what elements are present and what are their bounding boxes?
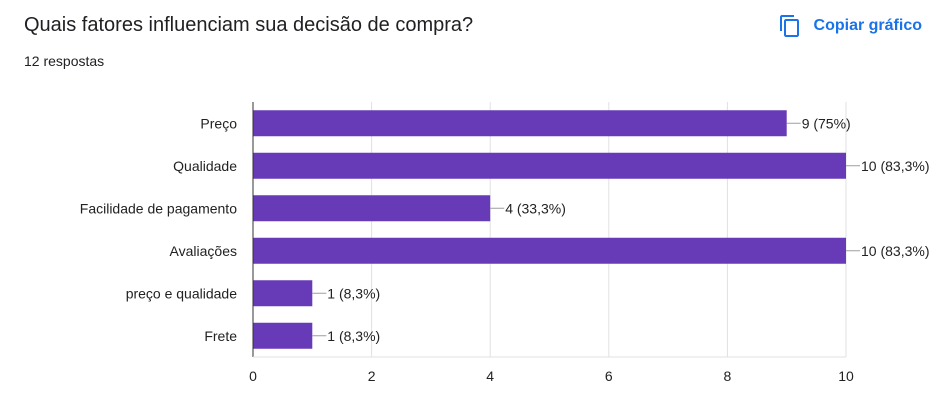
data-label: 1 (8,3%) — [327, 328, 380, 344]
data-label: 9 (75%) — [802, 115, 851, 131]
x-tick-label: 10 — [838, 368, 854, 384]
copy-chart-button[interactable]: Copiar gráfico — [778, 9, 922, 43]
category-label: Preço — [200, 115, 237, 131]
category-label: Qualidade — [173, 158, 237, 174]
bar — [253, 110, 787, 137]
bar — [253, 237, 846, 264]
bar — [253, 195, 491, 222]
x-tick-label: 6 — [605, 368, 613, 384]
x-tick-label: 0 — [249, 368, 257, 384]
chart-title: Quais fatores influenciam sua decisão de… — [24, 14, 474, 36]
data-label: 1 (8,3%) — [327, 285, 380, 301]
data-label: 4 (33,3%) — [505, 200, 566, 216]
bar — [253, 152, 846, 179]
category-label: preço e qualidade — [126, 285, 238, 301]
copy-chart-label: Copiar gráfico — [813, 17, 922, 34]
copy-icon — [778, 14, 802, 38]
category-label: Facilidade de pagamento — [80, 200, 237, 216]
category-label: Frete — [204, 328, 237, 344]
bar — [253, 280, 313, 307]
category-label: Avaliações — [170, 243, 237, 259]
x-tick-label: 2 — [368, 368, 376, 384]
x-tick-label: 4 — [486, 368, 494, 384]
bar — [253, 322, 313, 349]
data-label: 10 (83,3%) — [861, 158, 929, 174]
data-label: 10 (83,3%) — [861, 243, 929, 259]
x-tick-label: 8 — [724, 368, 732, 384]
response-count: 12 respostas — [24, 53, 105, 69]
